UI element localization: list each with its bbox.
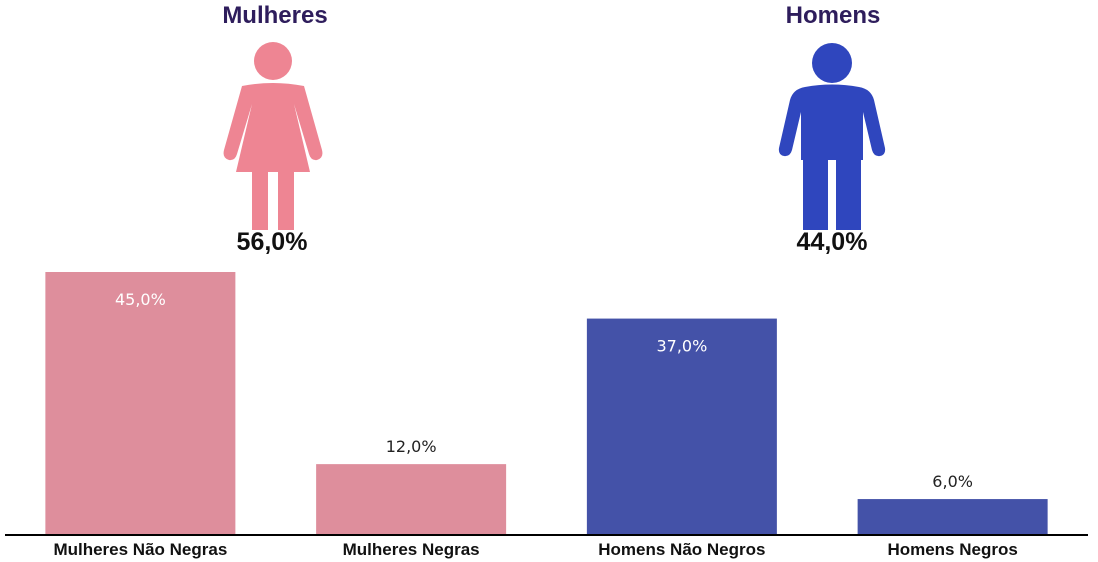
category-label-3: Homens Não Negros [598, 540, 765, 559]
data-label-1: 45,0% [115, 290, 166, 309]
group-percent-homens: 44,0% [796, 228, 868, 256]
group-title-homens: Homens [785, 2, 881, 29]
female-figure-icon [223, 42, 323, 230]
category-label-1: Mulheres Não Negras [53, 540, 227, 559]
category-label-2: Mulheres Negras [343, 540, 480, 559]
category-label-4: Homens Negros [887, 540, 1017, 559]
data-label-2: 12,0% [386, 437, 437, 456]
bar-3 [586, 318, 777, 534]
data-label-3: 37,0% [656, 337, 707, 356]
bar-1 [45, 272, 236, 534]
group-title-mulheres: Mulheres [222, 2, 328, 29]
bar-4 [857, 499, 1048, 534]
bar-2 [316, 464, 507, 534]
male-figure-icon [778, 43, 886, 230]
group-percent-mulheres: 56,0% [236, 228, 308, 256]
data-label-4: 6,0% [932, 472, 973, 491]
